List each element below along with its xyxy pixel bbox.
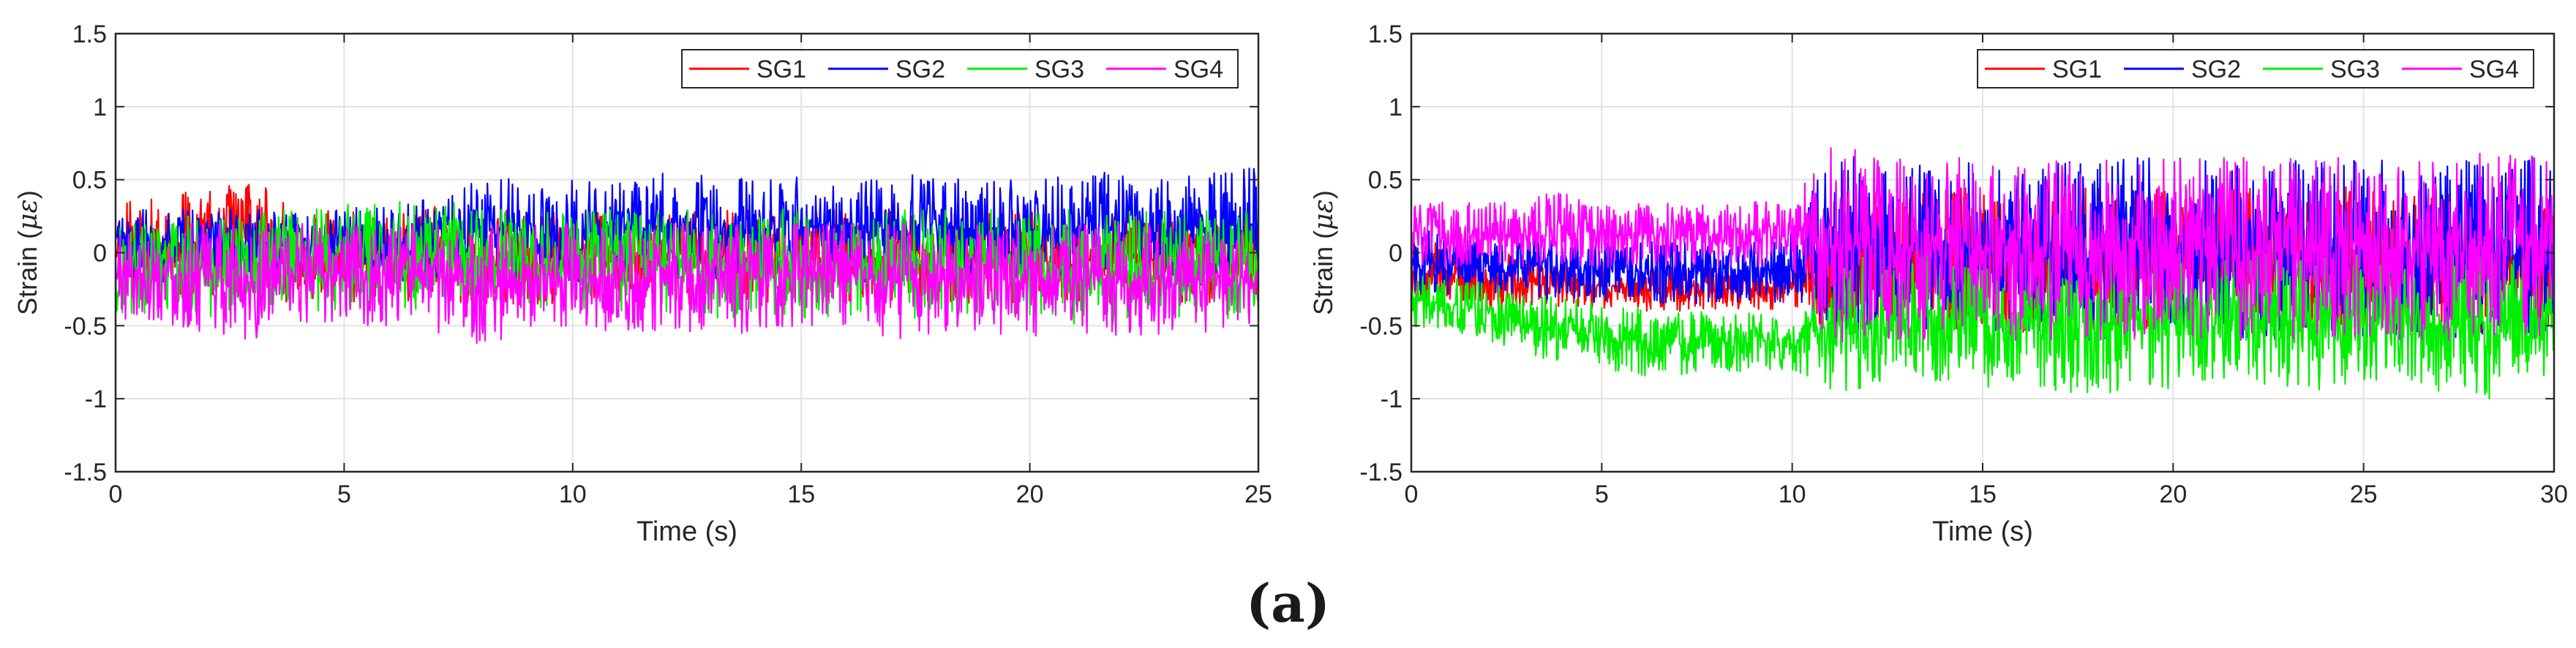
x-tick-label: 0 xyxy=(1405,481,1419,508)
series-line-sg4 xyxy=(116,222,1258,344)
y-axis-label-unit: με xyxy=(13,199,43,230)
y-tick-label: 1.5 xyxy=(1368,20,1402,48)
y-axis-label: Strain (με) xyxy=(1308,190,1339,315)
x-tick-label: 5 xyxy=(337,481,351,508)
legend-label-sg2: SG2 xyxy=(895,56,945,83)
legend: SG1 SG2 SG3 SG4 xyxy=(681,49,1239,88)
legend-label-sg4: SG4 xyxy=(2469,56,2519,83)
x-tick-label: 0 xyxy=(109,481,123,508)
legend-label-sg1: SG1 xyxy=(756,56,806,83)
legend-label-sg1: SG1 xyxy=(2052,56,2102,83)
y-tick-label: 1 xyxy=(93,94,107,121)
x-tick-label: 10 xyxy=(1779,481,1806,508)
legend: SG1 SG2 SG3 SG4 xyxy=(1977,49,2534,88)
y-tick-label: -1.5 xyxy=(1359,459,1402,486)
y-axis-label-close: ) xyxy=(12,190,42,199)
y-tick-label: -1 xyxy=(85,385,107,413)
series-group xyxy=(116,167,1258,344)
legend-label-sg2: SG2 xyxy=(2191,56,2241,83)
y-tick-label: 1.5 xyxy=(72,20,107,48)
x-tick-label: 25 xyxy=(1244,481,1272,508)
chart-2: 0 5 10 15 20 25 30 -1.5 -1 -0.5 0 0.5 1 1.5 Time (s) St… xyxy=(1308,20,2568,547)
x-tick-label: 25 xyxy=(2350,481,2378,508)
x-axis-label: Time (s) xyxy=(637,516,737,547)
y-axis-label-close: ) xyxy=(1308,190,1338,199)
x-tick-label: 30 xyxy=(2540,481,2568,508)
series-line-sg2 xyxy=(1411,156,2554,342)
y-tick-label: 0 xyxy=(93,240,107,268)
y-tick-label: 0.5 xyxy=(1368,167,1402,195)
x-tick-label: 15 xyxy=(1969,481,1997,508)
figure-caption: (a) xyxy=(1246,572,1330,634)
chart-1: 0 5 10 15 20 25 -1.5 -1 -0.5 0 0.5 1 1.5 Time (s) Stra… xyxy=(12,20,1272,547)
y-axis-label-text: Strain ( xyxy=(1308,230,1338,315)
series-line-sg3 xyxy=(1411,252,2554,400)
y-tick-label: 1 xyxy=(1389,94,1402,121)
y-tick-label: -1 xyxy=(1381,385,1402,413)
y-axis-label: Strain (με) xyxy=(12,190,43,315)
x-axis-label: Time (s) xyxy=(1932,516,2033,547)
y-tick-label: -0.5 xyxy=(64,312,107,340)
x-tick-label: 15 xyxy=(787,481,815,508)
y-tick-label: 0 xyxy=(1389,240,1402,268)
x-tick-label: 20 xyxy=(2159,481,2187,508)
series-line-sg4 xyxy=(1411,147,2554,343)
legend-label-sg4: SG4 xyxy=(1174,56,1223,83)
x-tick-label: 20 xyxy=(1016,481,1044,508)
y-tick-label: 0.5 xyxy=(72,167,107,195)
legend-label-sg3: SG3 xyxy=(2330,56,2380,83)
legend-label-sg3: SG3 xyxy=(1034,56,1084,83)
x-tick-label: 5 xyxy=(1595,481,1609,508)
y-tick-label: -1.5 xyxy=(64,459,107,486)
y-tick-label: -0.5 xyxy=(1359,312,1402,340)
y-axis-label-text: Strain ( xyxy=(12,230,42,315)
x-tick-label: 10 xyxy=(559,481,587,508)
y-axis-label-unit: με xyxy=(1309,199,1339,230)
series-group xyxy=(1411,147,2554,400)
